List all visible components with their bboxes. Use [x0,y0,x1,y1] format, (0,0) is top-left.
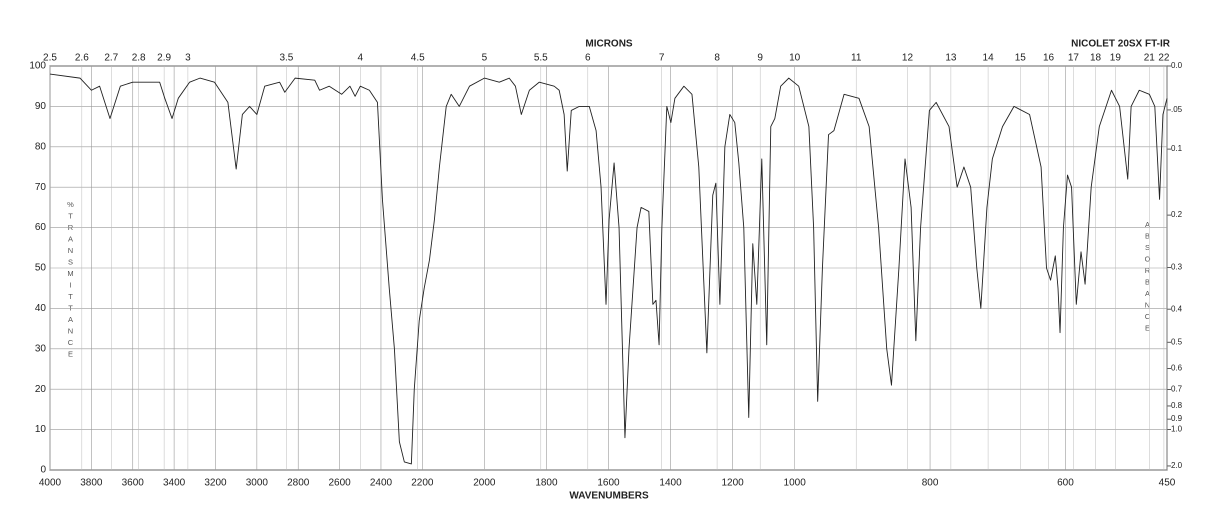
x-tick-label: 1600 [597,478,620,489]
x2-tick-label: 2.5 [43,53,57,64]
x2-tick-label: 2.8 [132,53,146,64]
y-tick-label: 40 [35,303,47,314]
x2-tick-label: 8 [714,53,720,64]
x2-tick-label: 2.7 [104,53,118,64]
y-tick-label: 100 [29,61,46,72]
x-tick-label: 2200 [411,478,434,489]
x2-tick-label: 12 [902,53,914,64]
x2-tick-label: 7 [659,53,665,64]
y2-tick-label: 0.7 [1171,385,1183,394]
x2-tick-label: 6 [585,53,591,64]
y2-tick-label: 0.4 [1171,304,1183,313]
x2-tick-label: 15 [1015,53,1027,64]
y-tick-label: 30 [35,343,47,354]
y2-tick-label: .05 [1171,105,1183,114]
y-tick-label: 20 [35,384,47,395]
x2-tick-label: 17 [1068,53,1080,64]
x-tick-label: 800 [922,478,939,489]
x-tick-label: 4000 [39,478,62,489]
y2-tick-label: 0.5 [1171,337,1183,346]
x-tick-label: 2000 [473,478,496,489]
y-tick-label: 70 [35,182,47,193]
x-tick-label: 1200 [721,478,744,489]
x-tick-label: 450 [1159,478,1176,489]
y-tick-label: 90 [35,101,47,112]
y2-tick-label: 0.9 [1171,414,1183,423]
y2-tick-label: 0.2 [1171,210,1183,219]
x2-tick-label: 11 [851,53,862,64]
x2-tick-label: 4 [357,53,363,64]
x-tick-label: 2800 [287,478,310,489]
x2-tick-label: 10 [789,53,801,64]
x2-tick-label: 3 [185,53,191,64]
y-tick-label: 60 [35,222,47,233]
x2-tick-label: 19 [1110,53,1122,64]
x-axis-label: WAVENUMBERS [569,491,649,502]
y-tick-label: 0 [40,465,46,476]
x-tick-label: 1800 [535,478,558,489]
y2-tick-label: 2.0 [1171,461,1183,470]
y2-tick-label: 0.0 [1171,61,1183,70]
x-tick-label: 3200 [204,478,227,489]
x2-axis-label: MICRONS [585,39,633,50]
x-tick-label: 600 [1057,478,1074,489]
x-tick-label: 3400 [163,478,186,489]
x2-tick-label: 2.6 [75,53,89,64]
x2-tick-label: 3.5 [279,53,293,64]
y2-tick-label: 0.6 [1171,364,1183,373]
x-tick-label: 1000 [784,478,807,489]
x2-tick-label: 22 [1158,53,1170,64]
x2-tick-label: 5.5 [534,53,548,64]
x-tick-label: 1400 [659,478,682,489]
y2-tick-label: 0.1 [1171,144,1183,153]
spectrum-line [49,73,1168,465]
x2-tick-label: 9 [757,53,763,64]
y2-tick-label: 1.0 [1171,425,1183,434]
x-tick-label: 2600 [328,478,351,489]
x-tick-label: 3600 [122,478,145,489]
y-tick-label: 10 [35,424,47,435]
x-tick-label: 3000 [246,478,269,489]
x-tick-label: 3800 [80,478,103,489]
x2-tick-label: 21 [1144,53,1156,64]
x2-tick-label: 18 [1090,53,1102,64]
chart-title: NICOLET 20SX FT-IR [1071,39,1171,50]
x2-tick-label: 2.9 [157,53,171,64]
y2-tick-label: 0.3 [1171,263,1183,272]
x2-tick-label: 13 [945,53,957,64]
x-tick-label: 2400 [370,478,393,489]
x2-tick-label: 14 [983,53,995,64]
y2-tick-label: 0.8 [1171,401,1183,410]
x2-tick-label: 4.5 [411,53,425,64]
y-tick-label: 80 [35,141,47,152]
y-axis-label: %TRANSMITTANCE [66,200,75,361]
y-tick-label: 50 [35,263,47,274]
y2-axis-label: ABSORBANCE [1143,220,1152,335]
x2-tick-label: 16 [1043,53,1055,64]
x2-tick-label: 5 [482,53,488,64]
